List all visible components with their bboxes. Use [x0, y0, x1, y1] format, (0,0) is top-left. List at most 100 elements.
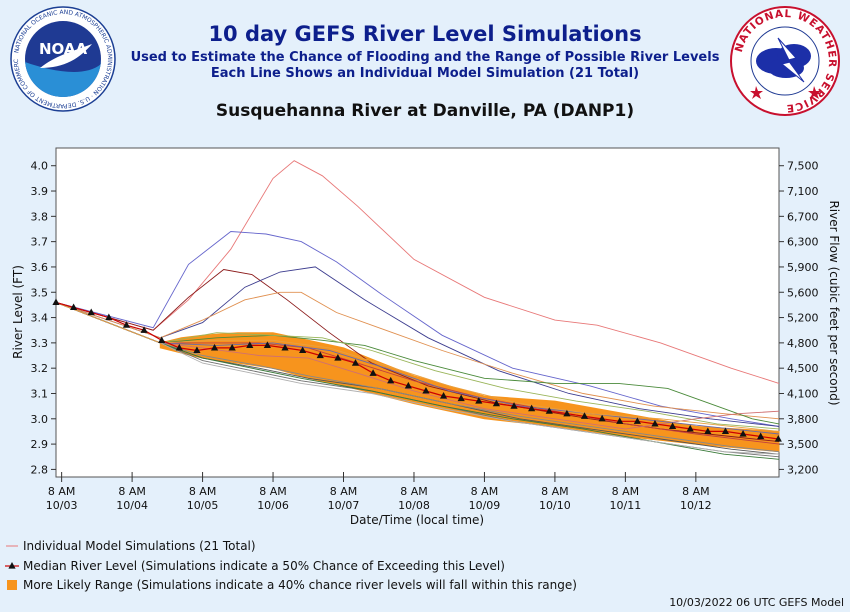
legend-label: Individual Model Simulations (21 Total) — [23, 539, 256, 553]
y-tick-label: 3.7 — [31, 236, 49, 249]
legend: Individual Model Simulations (21 Total) M… — [5, 539, 577, 592]
median-point — [263, 341, 272, 348]
y2-axis-label: River Flow (cubic feet per second) — [827, 200, 841, 405]
member-line-14 — [55, 301, 780, 455]
x-tick-time: 8 AM — [471, 485, 499, 498]
median-point — [580, 412, 589, 419]
median-point — [563, 409, 571, 417]
x-tick-date: 10/05 — [187, 499, 219, 512]
axes-layer: 2.8 2.9 3.0 3.1 3.2 3.3 3.4 3.5 3.6 3.7 3.8 3.9 4.0 3… — [31, 160, 819, 512]
median-point — [475, 397, 483, 404]
noaa-logo-text: NOAA — [39, 40, 88, 58]
x-tick-date: 10/09 — [469, 499, 501, 512]
legend-label: Median River Level (Simulations indicate… — [23, 559, 505, 573]
median-point — [510, 402, 518, 409]
median-point — [369, 369, 377, 376]
y-tick-label: 3.8 — [31, 210, 49, 223]
y-tick-label: 3.2 — [31, 362, 49, 375]
y-tick-label: 3.1 — [31, 387, 49, 400]
member-line-9 — [55, 301, 780, 430]
median-layer — [52, 298, 782, 442]
x-tick-time: 8 AM — [118, 485, 146, 498]
y2-tick-label: 3,800 — [787, 413, 819, 426]
median-point — [757, 432, 765, 440]
median-line — [55, 301, 779, 440]
x-tick-time: 8 AM — [612, 485, 640, 498]
member-line-11 — [55, 301, 780, 453]
y-tick-label: 2.8 — [31, 463, 49, 476]
nws-logo: NATIONAL WEATHER SERVICE — [730, 6, 840, 116]
y-tick-label: 3.3 — [31, 337, 49, 350]
median-point — [651, 419, 659, 427]
x-tick-date: 10/04 — [116, 499, 148, 512]
y2-tick-label: 7,100 — [787, 185, 819, 198]
median-point — [105, 313, 113, 321]
x-tick-time: 8 AM — [189, 485, 217, 498]
median-point — [351, 359, 360, 366]
model-run-label: 10/03/2022 06 UTC GEFS Model — [669, 596, 844, 609]
y2-tick-label: 3,200 — [787, 463, 819, 476]
y2-tick-label: 4,800 — [787, 337, 819, 350]
y2-tick-label: 5,900 — [787, 261, 819, 274]
y-tick-label: 3.0 — [31, 413, 49, 426]
member-line-4 — [55, 266, 780, 427]
x-tick-date: 10/12 — [680, 499, 712, 512]
x-tick-time: 8 AM — [541, 485, 569, 498]
y2-tick-label: 3,500 — [787, 438, 819, 451]
site-title: Susquehanna River at Danville, PA (DANP1… — [215, 101, 635, 121]
member-lines-layer — [55, 160, 780, 460]
member-line-5 — [55, 291, 780, 420]
median-point — [457, 394, 465, 402]
y2-tick-label: 4,500 — [787, 362, 819, 375]
median-point — [774, 435, 782, 442]
y-tick-label: 3.6 — [31, 261, 49, 274]
chart-subtitle-members: Each Line Shows an Individual Model Simu… — [210, 66, 640, 81]
median-point — [70, 303, 78, 311]
median-point — [422, 386, 430, 394]
median-point — [528, 404, 536, 412]
median-point — [210, 343, 219, 351]
median-point — [87, 308, 95, 316]
y2-tick-label: 5,600 — [787, 286, 819, 299]
y2-tick-label: 7,500 — [787, 160, 819, 173]
median-point — [334, 354, 342, 361]
median-point — [721, 427, 730, 435]
median-point — [281, 343, 289, 351]
chart-subtitle-range: Used to Estimate the Chance of Flooding … — [130, 50, 720, 65]
member-line-1 — [55, 160, 780, 384]
x-tick-date: 10/10 — [539, 499, 571, 512]
x-tick-date: 10/08 — [398, 499, 430, 512]
median-point — [633, 417, 641, 424]
x-tick-time: 8 AM — [400, 485, 428, 498]
y-tick-label: 3.4 — [31, 312, 49, 325]
member-line-6 — [55, 301, 780, 425]
median-point — [598, 414, 606, 422]
chart-title: 10 day GEFS River Level Simulations — [208, 22, 642, 46]
median-point — [246, 341, 254, 348]
member-line-7 — [55, 301, 780, 430]
median-point — [175, 343, 183, 351]
median-point — [122, 321, 131, 328]
median-point — [316, 351, 324, 359]
median-point — [616, 417, 624, 424]
legend-label: More Likely Range (Simulations indicate … — [23, 578, 577, 592]
member-line-16 — [55, 301, 780, 432]
x-tick-date: 10/07 — [328, 499, 360, 512]
median-point — [158, 336, 166, 343]
median-point — [492, 399, 501, 407]
median-point — [704, 427, 712, 435]
y-tick-label: 2.9 — [31, 438, 49, 451]
y2-tick-label: 6,700 — [787, 210, 819, 223]
median-point — [140, 326, 148, 333]
median-point — [545, 407, 553, 414]
member-line-2 — [55, 231, 780, 427]
y2-tick-label: 6,300 — [787, 236, 819, 249]
median-point — [193, 346, 201, 354]
x-tick-date: 10/03 — [46, 499, 78, 512]
x-tick-time: 8 AM — [682, 485, 710, 498]
median-point — [404, 381, 412, 389]
x-tick-time: 8 AM — [48, 485, 76, 498]
member-line-15 — [55, 301, 780, 435]
y-axis-label: River Level (FT) — [11, 265, 25, 359]
